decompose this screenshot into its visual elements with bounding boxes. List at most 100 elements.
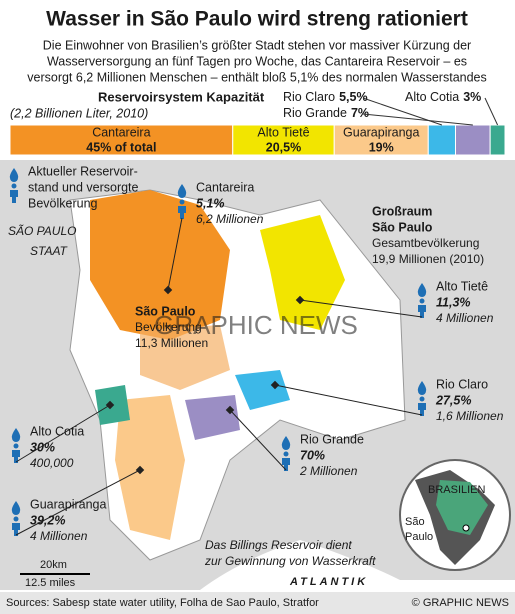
capacity-subtitle: (2,2 Billionen Liter, 2010)	[10, 106, 148, 120]
inset-city: São	[405, 516, 425, 528]
segment-name: Alto Cotia	[405, 90, 459, 104]
segment-name: Alto Cotia 3%	[405, 90, 481, 104]
reservoir-name: Rio Claro	[436, 377, 488, 391]
reservoir-population: 2 Millionen	[299, 464, 358, 478]
capacity-title: Reservoirsystem Kapazität	[98, 89, 265, 104]
ocean	[200, 540, 515, 590]
person-icon	[10, 190, 18, 203]
leader	[229, 409, 287, 471]
capacity-segment	[455, 124, 491, 156]
reservoir-population: 4 Millionen	[30, 529, 88, 543]
reservoir-name: Alto Tietê	[436, 279, 488, 293]
marker	[270, 380, 280, 390]
rio-grande-area	[185, 395, 240, 440]
leader	[362, 113, 473, 126]
subtitle: Die Einwohner von Brasilien’s größter St…	[43, 38, 471, 52]
capacity-segment	[232, 124, 335, 156]
segment-name: Rio Grande 7%	[283, 106, 369, 120]
leader	[274, 384, 423, 416]
reservoir-level: 30%	[30, 440, 55, 454]
marker	[295, 295, 305, 305]
city-name: São Paulo	[135, 304, 196, 318]
billings-note: zur Gewinnung von Wasserkraft	[204, 554, 376, 568]
segment-name: Rio Claro	[283, 90, 335, 104]
reservoir-level: 11,3%	[436, 295, 471, 309]
person-icon	[419, 396, 425, 402]
segment-name: Guarapiranga	[343, 125, 419, 139]
drop-icon	[417, 283, 427, 297]
reservoir-population: 4 Millionen	[436, 311, 494, 325]
person-icon	[13, 516, 19, 522]
reservoir-name: Rio Grande	[300, 432, 364, 446]
scale-miles: 12.5 miles	[25, 577, 76, 589]
state-label: STAAT	[30, 244, 69, 258]
inset-city-dot	[462, 524, 470, 532]
segment-label: 7%	[351, 106, 369, 120]
reservoir-level: 27,5%	[435, 393, 471, 407]
marker	[225, 405, 235, 415]
legend-text: Bevölkerung	[28, 196, 98, 210]
leader	[15, 469, 141, 536]
segment-label: 20,5%	[266, 140, 301, 154]
person-icon	[179, 199, 185, 205]
drop-icon	[11, 501, 21, 515]
person-icon	[13, 443, 19, 449]
drop-icon	[11, 428, 21, 442]
metro-name: Großraum	[372, 204, 432, 218]
reservoir-population: 1,6 Millionen	[436, 409, 504, 423]
billings-note: Das Billings Reservoir dient	[205, 538, 352, 552]
leader	[167, 217, 183, 291]
inset-brazil	[436, 480, 488, 535]
segment-label: 45% of total	[86, 140, 156, 154]
metro-name: São Paulo	[372, 220, 433, 234]
inset-city: Paulo	[405, 531, 433, 543]
legend-text: stand und versorgte	[28, 180, 139, 194]
city-population: 11,3 Millionen	[135, 336, 208, 350]
marker	[105, 400, 115, 410]
drop-icon	[9, 168, 19, 182]
inset-country: BRASILIEN	[428, 484, 486, 496]
reservoir-name: Cantareira	[196, 180, 254, 194]
reservoir-population: 400,000	[30, 456, 74, 470]
person-icon	[12, 450, 20, 463]
guarapiranga-area	[115, 395, 185, 540]
reservoir-level: 5,1%	[196, 196, 225, 210]
subtitle: versorgt 6,2 Millionen Menschen – enthäl…	[27, 70, 487, 84]
watermark: GRAPHIC NEWS	[154, 310, 358, 340]
person-icon	[283, 451, 289, 457]
alto-tiete-area	[260, 215, 345, 330]
metro-label: Gesamtbevölkerung	[372, 236, 479, 250]
person-icon	[178, 206, 186, 219]
capacity-segment	[333, 124, 429, 156]
title: Wasser in São Paulo wird streng rationie…	[46, 8, 468, 31]
ocean-label: ATLANTIK	[289, 576, 368, 588]
metro-population: 19,9 Millionen (2010)	[372, 252, 484, 266]
capacity-segment	[427, 124, 456, 156]
segment-name: Alto Tietê	[257, 125, 309, 139]
marker	[135, 465, 145, 475]
footer-sources: Sources: Sabesp state water utility, Fol…	[6, 597, 319, 609]
drop-icon	[177, 184, 187, 198]
leader	[15, 404, 111, 463]
person-icon	[418, 403, 426, 416]
footer-bar	[0, 592, 515, 614]
marker	[163, 285, 173, 295]
reservoir-level: 39,2%	[30, 513, 65, 527]
leader	[484, 97, 499, 126]
reservoir-level: 70%	[300, 448, 325, 462]
state-label: SÃO PAULO	[8, 224, 76, 238]
drop-icon	[417, 381, 427, 395]
segment-label: 5,5%	[339, 90, 368, 104]
segment-label: 3%	[463, 90, 481, 104]
city-area	[140, 325, 230, 390]
city-label: Bevölkerung	[135, 320, 202, 334]
segment-name: Rio Grande	[283, 106, 347, 120]
reservoir-population: 6,2 Millionen	[196, 212, 264, 226]
cantareira-area	[90, 190, 230, 340]
person-icon	[12, 523, 20, 536]
capacity-segment	[9, 124, 234, 156]
drop-icon	[281, 436, 291, 450]
leader	[299, 299, 423, 318]
segment-name: Rio Claro 5,5%	[283, 90, 368, 104]
